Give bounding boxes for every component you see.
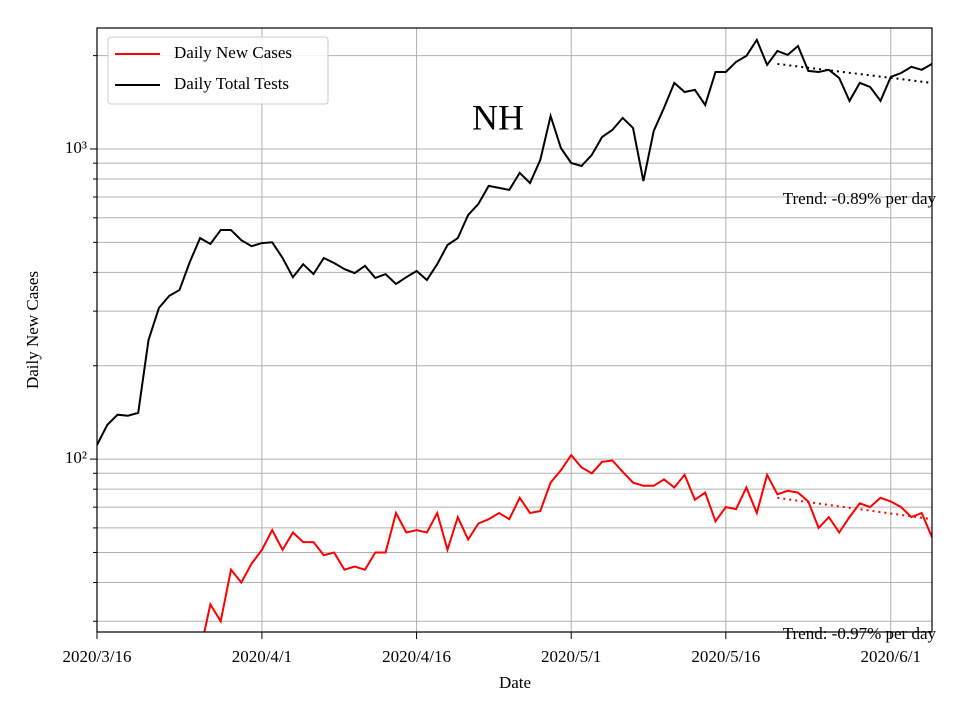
trend-line <box>777 496 932 521</box>
x-tick-label: 2020/3/16 <box>63 647 132 666</box>
y-tick-label: 10² <box>65 448 87 467</box>
x-axis-label: Date <box>499 673 531 692</box>
chart-title: NH <box>472 97 524 137</box>
x-tick-label: 2020/6/1 <box>861 647 921 666</box>
plot-area <box>97 37 932 632</box>
plot-frame <box>96 27 933 633</box>
legend: Daily New Cases Daily Total Tests <box>107 36 329 105</box>
x-tick-label: 2020/4/16 <box>382 647 451 666</box>
x-tick-label: 2020/5/1 <box>541 647 601 666</box>
series-line <box>203 453 932 632</box>
y-tick-label: 10³ <box>65 138 87 157</box>
x-tick-label: 2020/4/1 <box>232 647 292 666</box>
grid <box>96 28 932 632</box>
legend-label: Daily New Cases <box>174 43 292 62</box>
y-axis-label: Daily New Cases <box>23 271 42 389</box>
trend-line <box>777 62 932 84</box>
trend-annotation: Trend: -0.97% per day <box>783 624 937 643</box>
legend-label: Daily Total Tests <box>174 74 289 93</box>
legend-box <box>107 36 329 105</box>
series-line <box>97 37 932 446</box>
trend-annotation: Trend: -0.89% per day <box>783 189 937 208</box>
x-tick-label: 2020/5/16 <box>691 647 760 666</box>
